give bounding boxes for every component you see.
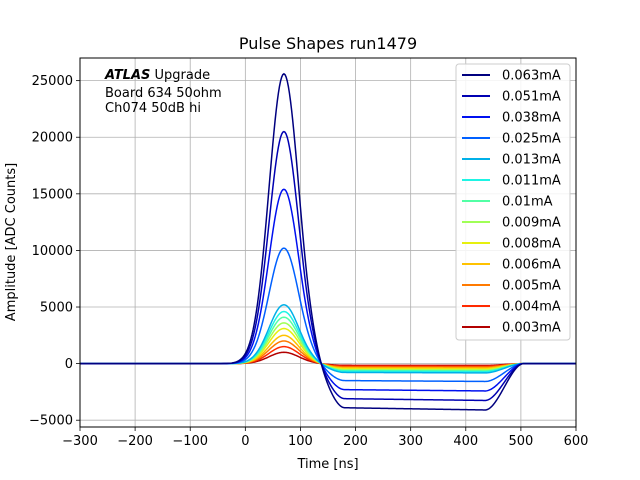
legend-label: 0.063mA (502, 69, 561, 84)
annotation-board: Board 634 50ohm (105, 86, 222, 101)
plot-frame (79, 57, 577, 428)
y-tick-label: 0 (65, 357, 73, 372)
x-tick-label: 300 (398, 434, 423, 449)
y-tick-label: 5000 (40, 301, 73, 316)
legend-box (455, 63, 571, 341)
series-lines (80, 72, 576, 411)
x-axis-ticks: −300 −200 −100 0 100 200 300 400 500 600 (62, 427, 588, 449)
x-axis-label: Time [ns] (296, 457, 358, 472)
x-tick-label: −300 (62, 434, 98, 449)
legend-label: 0.009mA (502, 216, 561, 231)
y-axis-label: Amplitude [ADC Counts] (4, 163, 19, 321)
legend-label: 0.003mA (502, 321, 561, 336)
series-line-0.063mA (80, 72, 576, 411)
svg-text:ATLAS Upgrade: ATLAS Upgrade (104, 68, 210, 83)
legend-label: 0.038mA (502, 111, 561, 126)
legend-label: 0.008mA (502, 237, 561, 252)
legend-label: 0.005mA (502, 279, 561, 294)
legend-label: 0.004mA (502, 300, 561, 315)
legend: 0.063mA 0.051mA 0.038mA 0.025mA 0.013mA 0.011… (455, 63, 571, 341)
y-tick-label: −5000 (29, 414, 73, 429)
y-tick-label: 20000 (32, 131, 73, 146)
legend-label: 0.01mA (502, 195, 553, 210)
x-tick-label: 600 (564, 434, 589, 449)
chart-title: Pulse Shapes run1479 (239, 34, 417, 53)
annotation-brand: ATLAS (104, 68, 150, 83)
x-tick-label: 500 (508, 434, 533, 449)
annotation-brand-suffix: Upgrade (150, 68, 210, 83)
legend-label: 0.011mA (502, 174, 561, 189)
y-axis-ticks: −5000 0 5000 10000 15000 20000 25000 (29, 74, 80, 429)
y-tick-label: 25000 (32, 74, 73, 89)
x-tick-label: −100 (172, 434, 208, 449)
x-tick-label: −200 (117, 434, 153, 449)
x-tick-label: 100 (288, 434, 313, 449)
atlas-annotation: ATLAS Upgrade Board 634 50ohm Ch074 50dB… (104, 68, 222, 116)
annotation-channel: Ch074 50dB hi (105, 101, 201, 116)
x-tick-label: 200 (343, 434, 368, 449)
x-tick-label: 0 (241, 434, 249, 449)
legend-label: 0.006mA (502, 258, 561, 273)
legend-label: 0.025mA (502, 132, 561, 147)
y-tick-label: 10000 (32, 244, 73, 259)
x-tick-label: 400 (453, 434, 478, 449)
legend-label: 0.051mA (502, 90, 561, 105)
y-tick-label: 15000 (32, 187, 73, 202)
legend-label: 0.013mA (502, 153, 561, 168)
